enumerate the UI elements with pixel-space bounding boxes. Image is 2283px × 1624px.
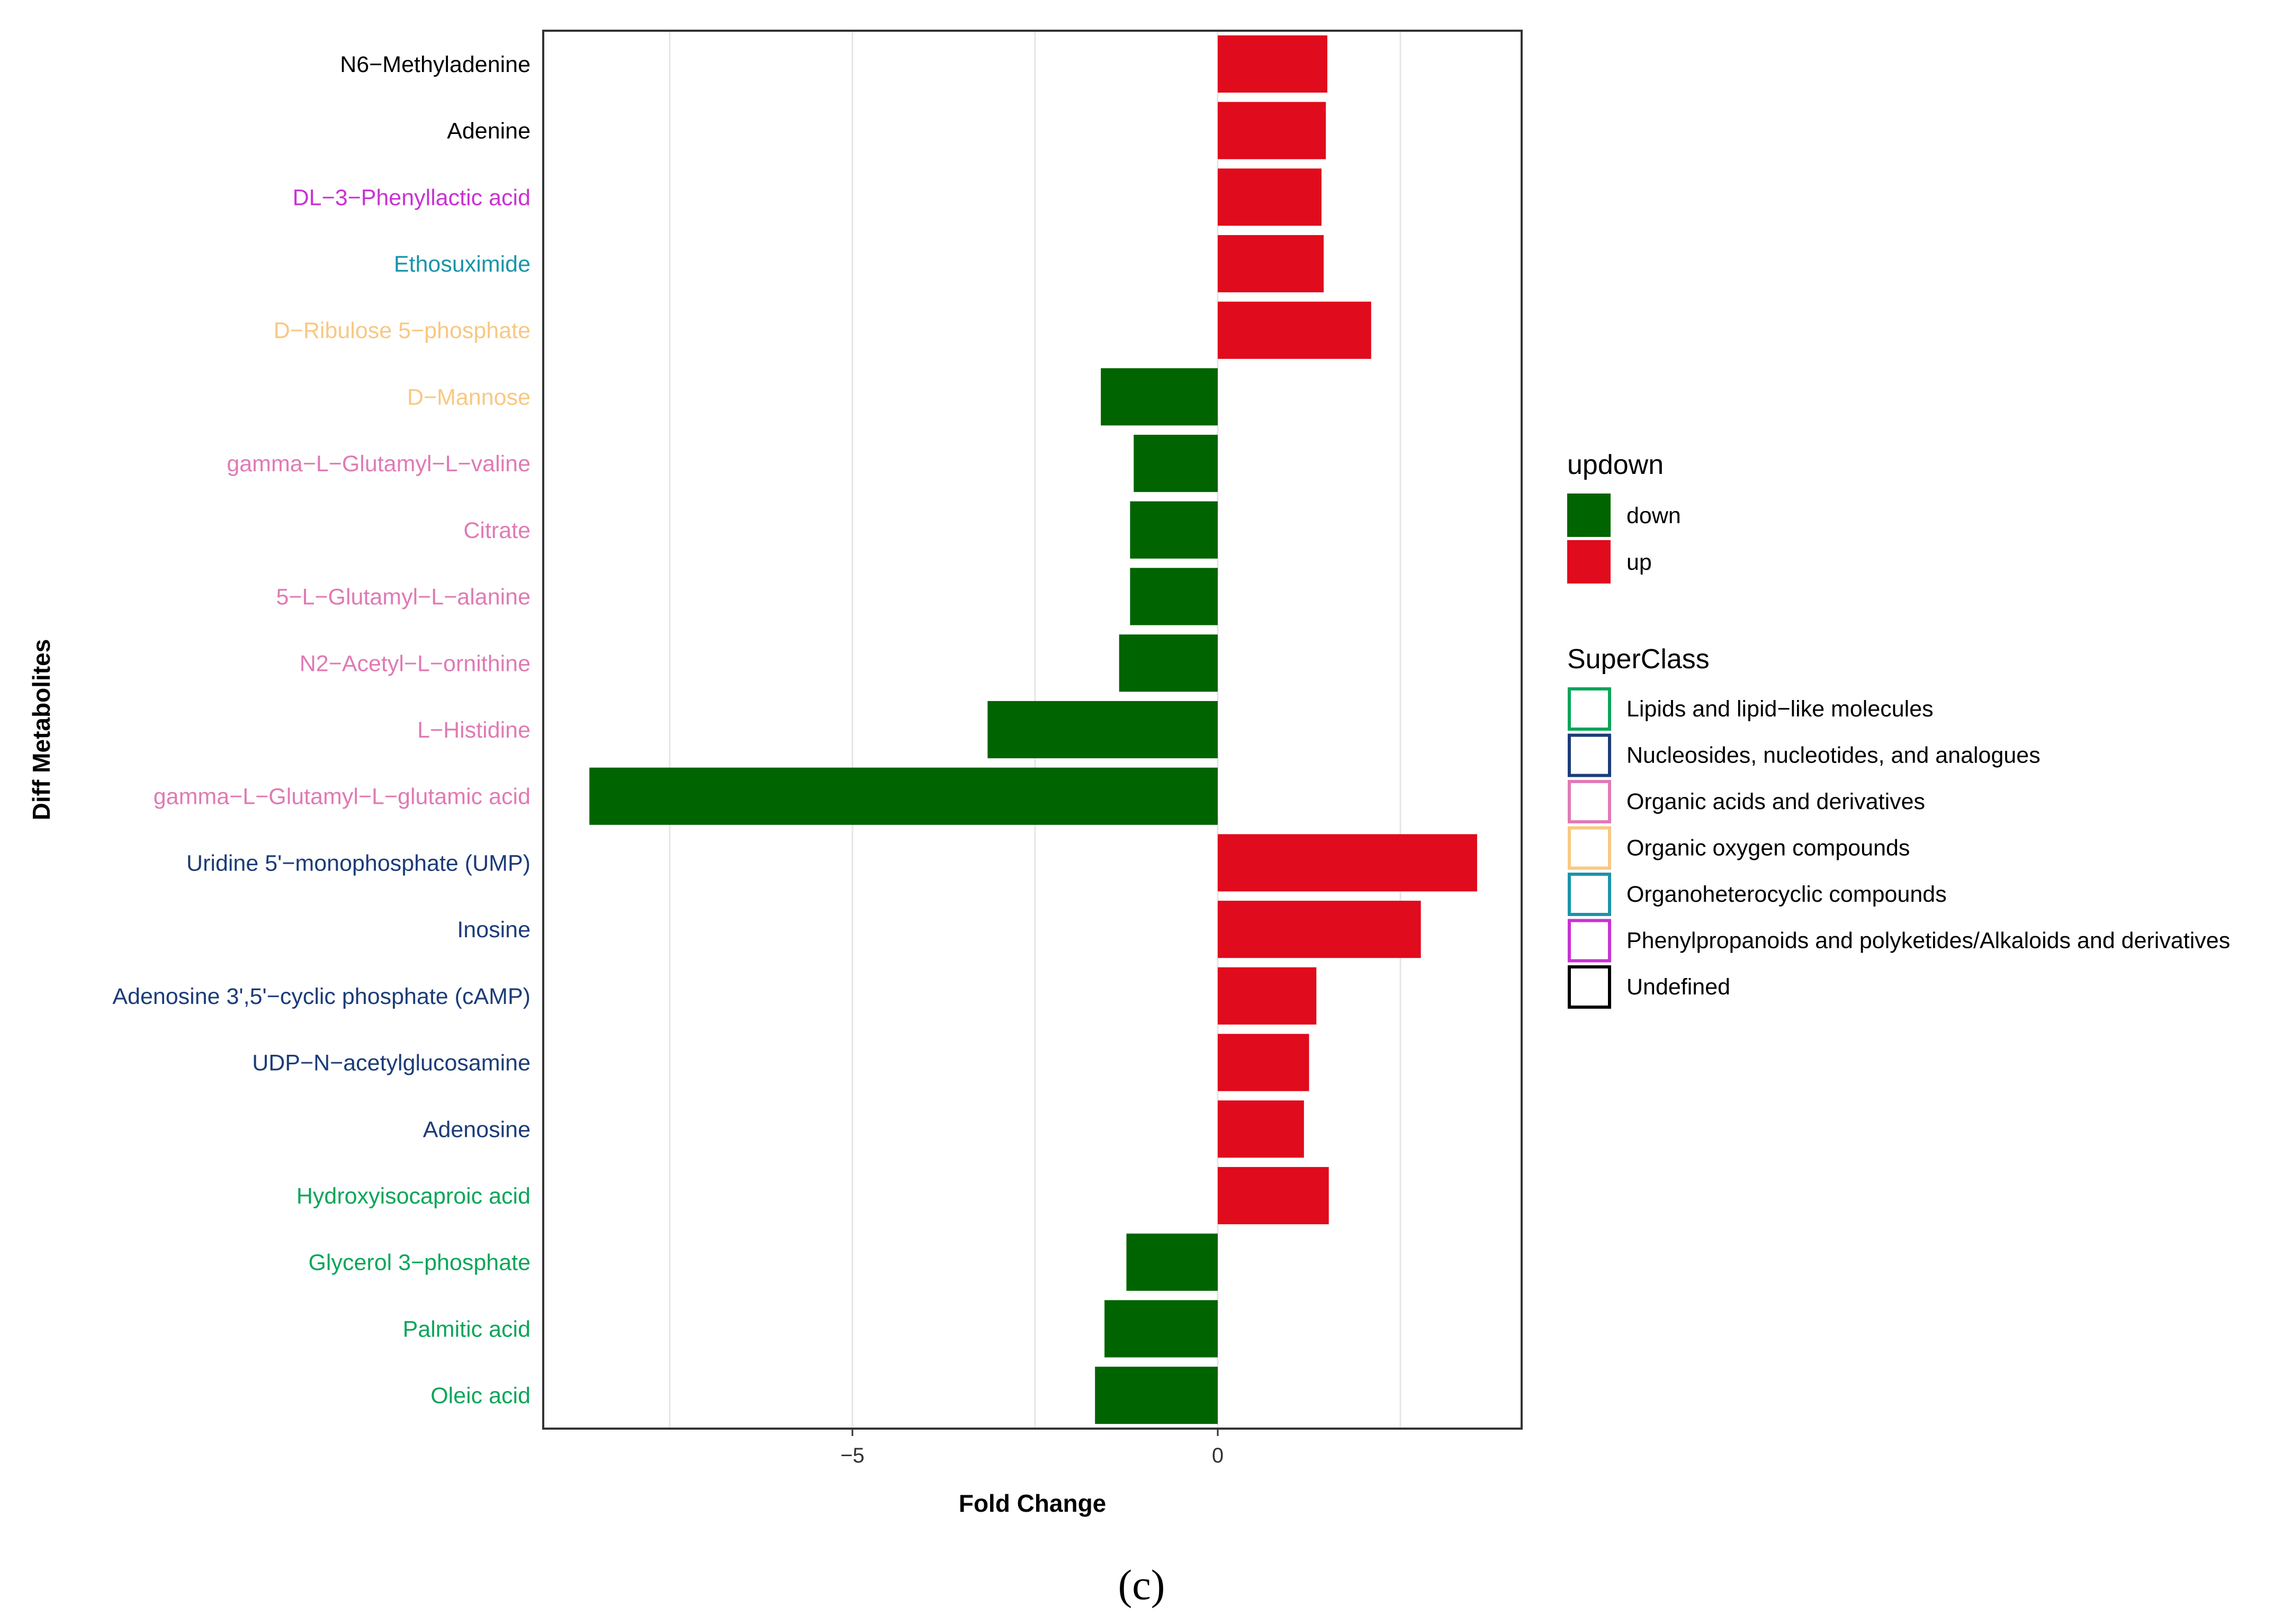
category-label: Citrate bbox=[463, 518, 531, 543]
legend-swatch-superclass bbox=[1568, 780, 1611, 823]
bar-adenosine-3-5-cyclic-phosphate-camp- bbox=[1218, 967, 1317, 1025]
panel-border bbox=[542, 30, 1523, 1430]
legend-updown: updown down up bbox=[1567, 450, 1681, 584]
category-label: D−Mannose bbox=[407, 384, 531, 410]
legend-label-superclass: Organic oxygen compounds bbox=[1626, 836, 1910, 861]
x-tick-label: −5 bbox=[840, 1444, 865, 1467]
category-label: L−Histidine bbox=[417, 717, 531, 743]
legend-swatch-superclass bbox=[1568, 965, 1611, 1009]
category-label: Ethosuximide bbox=[394, 252, 531, 277]
category-label: Inosine bbox=[457, 917, 531, 943]
legend-swatch-down bbox=[1567, 494, 1611, 537]
bar-adenine bbox=[1218, 102, 1326, 159]
category-label: UDP−N−acetylglucosamine bbox=[252, 1051, 531, 1076]
legend-label-superclass: Nucleosides, nucleotides, and analogues bbox=[1626, 743, 2041, 768]
category-label: DL−3−Phenyllactic acid bbox=[293, 185, 531, 210]
bar-inosine bbox=[1218, 901, 1421, 958]
legend-swatch-superclass bbox=[1568, 733, 1611, 777]
bar-hydroxyisocaproic-acid bbox=[1218, 1167, 1329, 1225]
legend-swatch-up bbox=[1567, 540, 1611, 584]
bar-l-histidine bbox=[987, 701, 1218, 759]
bar-citrate bbox=[1130, 501, 1218, 559]
y-axis-title: Diff Metabolites bbox=[28, 639, 55, 820]
legend-updown-title: updown bbox=[1567, 450, 1664, 480]
bar-udp-n-acetylglucosamine bbox=[1218, 1034, 1309, 1091]
bar-gamma-l-glutamyl-l-glutamic-acid bbox=[589, 767, 1218, 825]
bar-d-ribulose-5-phosphate bbox=[1218, 301, 1371, 359]
legend-swatch-superclass bbox=[1568, 687, 1611, 731]
x-tick-label: 0 bbox=[1212, 1444, 1224, 1467]
category-label: Uridine 5'−monophosphate (UMP) bbox=[186, 850, 531, 876]
bar-glycerol-3-phosphate bbox=[1126, 1233, 1218, 1291]
legend-label-superclass: Lipids and lipid−like molecules bbox=[1626, 696, 1934, 722]
legend-label-superclass: Undefined bbox=[1626, 974, 1730, 1000]
category-label: Oleic acid bbox=[430, 1383, 531, 1408]
bar-palmitic-acid bbox=[1104, 1300, 1218, 1358]
category-label: N2−Acetyl−L−ornithine bbox=[300, 651, 531, 676]
category-label: gamma−L−Glutamyl−L−glutamic acid bbox=[154, 784, 531, 810]
bar-d-mannose bbox=[1101, 368, 1218, 426]
bar-n2-acetyl-l-ornithine bbox=[1119, 634, 1218, 692]
category-label: N6−Methyladenine bbox=[340, 52, 531, 77]
legend-label-up: up bbox=[1626, 550, 1652, 575]
x-axis-ticks: −5 0 bbox=[840, 1429, 1224, 1467]
bar-5-l-glutamyl-l-alanine bbox=[1130, 568, 1218, 625]
legend-label-superclass: Phenylpropanoids and polyketides/Alkaloi… bbox=[1626, 928, 2230, 954]
category-label: Adenine bbox=[447, 119, 531, 144]
legend-superclass-title: SuperClass bbox=[1567, 644, 1710, 675]
legend-superclass: SuperClass Lipids and lipid−like molecule… bbox=[1567, 644, 2230, 1009]
bar-n6-methyladenine bbox=[1218, 35, 1327, 93]
x-axis-title: Fold Change bbox=[959, 1490, 1107, 1517]
category-label: 5−L−Glutamyl−L−alanine bbox=[276, 585, 531, 610]
legend-swatch-superclass bbox=[1568, 826, 1611, 870]
legend-swatch-superclass bbox=[1568, 873, 1611, 916]
category-label: Hydroxyisocaproic acid bbox=[296, 1183, 531, 1209]
legend-label-superclass: Organic acids and derivatives bbox=[1626, 789, 1925, 814]
category-label: Adenosine bbox=[423, 1117, 531, 1142]
bar-ethosuximide bbox=[1218, 235, 1324, 293]
category-label: D−Ribulose 5−phosphate bbox=[274, 318, 531, 344]
bar-uridine-5-monophosphate-ump- bbox=[1218, 834, 1477, 892]
category-label: Glycerol 3−phosphate bbox=[308, 1250, 531, 1276]
category-label: Palmitic acid bbox=[403, 1316, 531, 1342]
bar-adenosine bbox=[1218, 1100, 1304, 1158]
figure-caption: (c) bbox=[1118, 1562, 1165, 1609]
legend-swatch-superclass bbox=[1568, 919, 1611, 963]
bar-oleic-acid bbox=[1095, 1367, 1218, 1424]
category-label: Adenosine 3',5'−cyclic phosphate (cAMP) bbox=[112, 984, 531, 1009]
bar-gamma-l-glutamyl-l-valine bbox=[1134, 435, 1218, 492]
legend-label-superclass: Organoheterocyclic compounds bbox=[1626, 882, 1947, 907]
bar-layer bbox=[589, 35, 1477, 1424]
category-labels: N6−Methyladenine Adenine DL−3−Phenyllactic… bbox=[112, 52, 531, 1408]
category-label: gamma−L−Glutamyl−L−valine bbox=[227, 451, 531, 477]
legend-label-down: down bbox=[1626, 503, 1681, 528]
bar-dl-3-phenyllactic-acid bbox=[1218, 168, 1322, 226]
